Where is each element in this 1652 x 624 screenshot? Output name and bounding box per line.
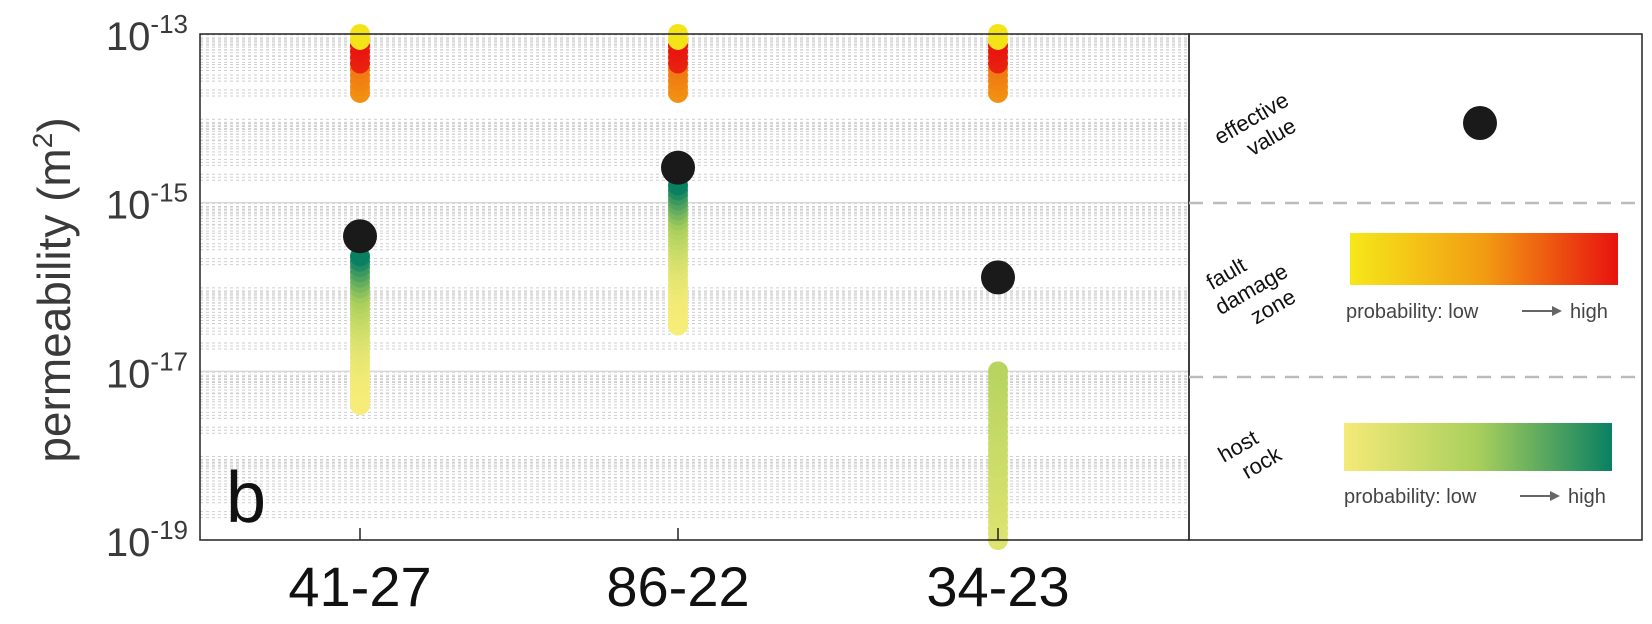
panel-label: b [226, 458, 266, 538]
legend-host-gradient [1344, 423, 1612, 471]
y-axis-label: permeability (m2) [27, 117, 80, 462]
legend-frame [1188, 33, 1643, 541]
y-tick-label: 10-17 [106, 346, 188, 396]
grid-lines [200, 34, 1189, 519]
legend-host-prob-low: probability: low [1344, 486, 1477, 508]
y-tick-label: 10-15 [106, 178, 188, 228]
legend-effective-marker [1463, 106, 1497, 140]
y-axis-label-superscript: 2 [27, 133, 58, 149]
host-rock-point [988, 361, 1008, 382]
category-label: 41-27 [288, 555, 431, 618]
legend-fault-arrow-icon [1522, 306, 1562, 316]
effective-value-point [981, 260, 1015, 295]
category-label: 86-22 [606, 555, 749, 618]
legend-fault-prob-high: high [1570, 301, 1608, 323]
y-tick-label: 10-19 [106, 515, 188, 565]
legend-effective-label: effective value [1210, 87, 1301, 161]
effective-value-point [343, 219, 377, 254]
legend-fault-label: fault damage zone [1202, 252, 1300, 329]
data-marks [343, 24, 1015, 550]
category-labels: 41-27 86-22 34-23 [288, 555, 1069, 618]
effective-value-point [661, 150, 695, 185]
legend: effective value fault damage zone probab… [1188, 33, 1643, 541]
legend-host-prob-high: high [1568, 486, 1606, 508]
x-ticks [359, 528, 999, 540]
legend-fault-gradient [1350, 233, 1618, 285]
category-label: 34-23 [926, 555, 1069, 618]
y-tick-label: 10-13 [106, 9, 188, 59]
legend-host-arrow-icon [1520, 491, 1560, 501]
legend-fault-prob-low: probability: low [1346, 301, 1479, 323]
legend-host-label: host rock [1214, 425, 1287, 484]
y-tick-labels: 10-13 10-15 10-17 10-19 [106, 9, 188, 565]
